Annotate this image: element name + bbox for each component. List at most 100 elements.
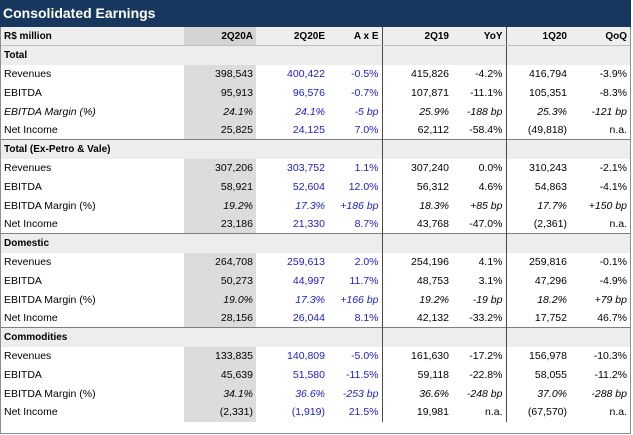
cell-yoy: -188 bp [466, 105, 503, 118]
cell-actual: 34.1% [184, 384, 256, 403]
row-label: Net Income [4, 124, 58, 137]
section-fill-cell [505, 139, 570, 159]
section-fill-cell [256, 327, 328, 347]
cell-prior: 25.9% [381, 102, 452, 121]
cell-qoq: n.a. [609, 406, 627, 419]
cell-qoq: -288 bp [591, 387, 627, 400]
cell-estimate: 24,125 [292, 124, 325, 137]
table-row: EBITDA 95,913 96,576 -0.7% 107,871 -11.1% 105,… [1, 83, 630, 103]
cell-yoy: 0.0% [478, 161, 503, 174]
section-fill-cell [256, 233, 328, 253]
section-fill-cell [570, 233, 630, 253]
cell-ave: +186 bp [340, 199, 379, 212]
table-row: EBITDA Margin (%) 19.0% 17.3% +166 bp 19.2% -… [1, 290, 630, 309]
cell-estimate: 400,422 [287, 67, 325, 80]
section-fill-cell [256, 139, 328, 159]
cell-actual: 24.1% [184, 102, 256, 121]
cell-yoy: 4.1% [478, 255, 503, 268]
cell-estimate: 17.3% [295, 199, 325, 212]
table-row: EBITDA Margin (%) 24.1% 24.1% -5 bp 25.9% -18… [1, 102, 630, 121]
cell-prevq: 58,055 [505, 365, 570, 385]
section-fill-cell [570, 45, 630, 65]
cell-ave: -11.5% [346, 368, 379, 381]
row-label: Net Income [4, 218, 58, 231]
table-row: EBITDA Margin (%) 19.2% 17.3% +186 bp 18.3% +… [1, 196, 630, 215]
section-fill-cell [570, 327, 630, 347]
cell-prior: 18.3% [381, 196, 452, 215]
cell-qoq: n.a. [609, 218, 627, 231]
cell-yoy: -22.8% [469, 368, 503, 381]
cell-ave: 11.7% [349, 274, 379, 287]
row-label: EBITDA Margin (%) [4, 293, 96, 306]
cell-estimate: 51,580 [292, 368, 325, 381]
cell-qoq: 46.7% [597, 312, 627, 325]
table-row: Revenues 307,206 303,752 1.1% 307,240 0.0% 310… [1, 158, 630, 178]
row-label: Revenues [4, 67, 52, 80]
cell-prior: 415,826 [381, 64, 452, 84]
header-label: R$ million [1, 27, 184, 47]
cell-qoq: -0.1% [599, 255, 627, 268]
table-row: EBITDA Margin (%) 34.1% 36.6% -253 bp 36.6% -… [1, 384, 630, 403]
table-row: EBITDA 45,639 51,580 -11.5% 59,118 -22.8% 58,0… [1, 365, 630, 385]
section-fill-cell [328, 45, 382, 65]
cell-ave: -5 bp [354, 105, 379, 118]
table-row: Net Income 23,186 21,330 8.7% 43,768 -47.0% (2… [1, 214, 630, 234]
table-row: Net Income 25,825 24,125 7.0% 62,112 -58.4% (4… [1, 120, 630, 140]
cell-prior: 62,112 [381, 120, 452, 140]
cell-actual: 19.0% [184, 290, 256, 309]
cell-yoy: -4.2% [475, 67, 503, 80]
cell-prior: 254,196 [381, 252, 452, 272]
cell-ave: 12.0% [348, 180, 379, 193]
cell-prior: 161,630 [381, 346, 452, 366]
cell-prevq: 105,351 [505, 83, 570, 103]
cell-actual: 25,825 [184, 120, 256, 140]
section-fill-cell [381, 139, 452, 159]
row-label: Net Income [4, 312, 58, 325]
cell-prior: 36.6% [381, 384, 452, 403]
cell-prior: 56,312 [381, 177, 452, 197]
cell-qoq: n.a. [609, 124, 627, 137]
row-label: EBITDA [4, 86, 42, 99]
cell-prevq: 17,752 [505, 308, 570, 328]
cell-estimate: 96,576 [292, 86, 325, 99]
cell-actual: 133,835 [184, 346, 256, 366]
header-qoq: QoQ [570, 27, 630, 47]
section-fill-cell [184, 327, 256, 347]
table-row: EBITDA 58,921 52,604 12.0% 56,312 4.6% 54,863 -… [1, 177, 630, 197]
section-fill-cell [381, 233, 452, 253]
cell-yoy: -19 bp [472, 293, 503, 306]
cell-prior: 43,768 [381, 214, 452, 234]
cell-qoq: -3.9% [599, 67, 627, 80]
cell-prior: 307,240 [381, 158, 452, 178]
section-header-row: Total (Ex-Petro & Vale) [1, 139, 630, 159]
section-fill-cell [381, 45, 452, 65]
cell-ave: 1.1% [354, 161, 379, 174]
row-label: EBITDA [4, 274, 42, 287]
section-fill-cell [452, 327, 506, 347]
section-fill-cell [328, 327, 382, 347]
cell-yoy: -17.2% [469, 349, 503, 362]
cell-qoq: +150 bp [588, 199, 627, 212]
cell-qoq: +79 bp [594, 293, 627, 306]
section-fill-cell [505, 327, 570, 347]
cell-yoy: -58.4% [469, 124, 503, 137]
table-row: Revenues 398,543 400,422 -0.5% 415,826 -4.2% 4… [1, 64, 630, 84]
cell-yoy: -47.0% [469, 218, 503, 231]
section-header-row: Total [1, 45, 630, 65]
cell-qoq: -4.1% [599, 180, 627, 193]
cell-yoy: -248 bp [466, 387, 503, 400]
cell-yoy: -11.1% [470, 86, 503, 99]
cell-yoy: 4.6% [478, 180, 503, 193]
cell-prevq: 37.0% [505, 384, 570, 403]
row-label: EBITDA Margin (%) [4, 387, 96, 400]
cell-estimate: 21,330 [292, 218, 325, 231]
cell-actual: 45,639 [184, 365, 256, 385]
section-fill-cell [328, 233, 382, 253]
cell-prevq: 17.7% [505, 196, 570, 215]
cell-actual: 264,708 [184, 252, 256, 272]
cell-actual: 23,186 [184, 214, 256, 234]
cell-ave: 21.5% [348, 406, 379, 419]
section-header-row: Domestic [1, 233, 630, 253]
section-fill-cell [184, 45, 256, 65]
cell-qoq: -8.3% [599, 86, 627, 99]
